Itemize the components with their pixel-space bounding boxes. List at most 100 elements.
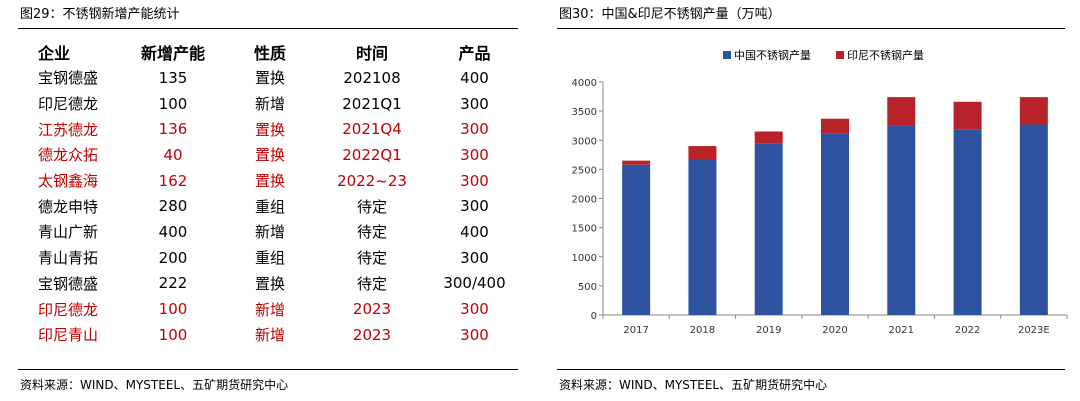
bar-china-2020: [821, 133, 849, 315]
cell-product: 400: [460, 222, 489, 241]
cell-time: 2023: [352, 300, 392, 319]
cell-new-capacity: 100: [158, 300, 188, 319]
cell-product: 300: [460, 300, 489, 319]
cell-time: 待定: [356, 223, 387, 242]
table-row: 太钢鑫海 162 置换 2022~23 300: [20, 168, 517, 194]
bar-china-2022: [953, 129, 982, 315]
legend-label-1: 印尼不锈钢产量: [847, 48, 924, 62]
cell-new-capacity: 100: [158, 325, 188, 344]
bar-indonesia-2022: [953, 101, 982, 130]
legend-swatch-0: [723, 51, 731, 59]
table-row: 宝钢德盛 135 置换 202108 400: [20, 65, 517, 91]
cell-nature: 新增: [254, 326, 285, 345]
cell-product: 400: [460, 68, 489, 87]
cell-time: 2021Q1: [342, 94, 402, 113]
cell-new-capacity: 280: [158, 197, 188, 216]
left-panel-title: 图29：不锈钢新增产能统计: [20, 7, 180, 22]
cell-product: 300: [460, 197, 489, 216]
cell-nature: 置换: [254, 69, 285, 88]
cell-nature: 新增: [254, 223, 285, 242]
cell-nature: 新增: [254, 95, 285, 114]
cell-company: 德龙申特: [38, 197, 99, 216]
bar-indonesia-2019: [754, 131, 783, 144]
bar-china-2018: [688, 159, 717, 315]
bar-china-2019: [754, 143, 783, 315]
cell-company: 宝钢德盛: [38, 274, 99, 293]
cell-company: 江苏德龙: [38, 120, 99, 139]
bar-china-2017: [622, 164, 651, 315]
header-nature: 性质: [253, 43, 286, 63]
cell-nature: 置换: [254, 146, 285, 165]
cell-nature: 置换: [254, 172, 285, 191]
right-source-rule: [557, 369, 1065, 370]
y-tick-label: 2000: [572, 195, 597, 206]
cell-nature: 置换: [254, 274, 285, 293]
table-row: 青山青拓 200 重组 待定 300: [20, 245, 517, 271]
cell-new-capacity: 222: [158, 274, 188, 293]
legend-label-0: 中国不锈钢产量: [734, 48, 811, 62]
x-tick-label: 2018: [690, 325, 715, 336]
bar-indonesia-2021: [887, 97, 916, 126]
table-row: 江苏德龙 136 置换 2021Q4 300: [20, 116, 517, 142]
y-tick-label: 0: [591, 311, 597, 322]
cell-new-capacity: 136: [158, 120, 188, 139]
x-tick-label: 2017: [623, 325, 648, 336]
header-time: 时间: [355, 43, 388, 63]
cell-nature: 置换: [254, 120, 285, 139]
bar-china-2023E: [1019, 124, 1048, 316]
cell-company: 德龙众拓: [38, 146, 99, 165]
cell-nature: 重组: [254, 197, 285, 216]
y-tick-label: 1000: [572, 253, 597, 264]
table-row: 青山广新 400 新增 待定 400: [20, 219, 517, 245]
header-company: 企业: [38, 43, 71, 63]
table-row: 印尼德龙 100 新增 2021Q1 300: [20, 91, 517, 117]
bar-china-2021: [887, 125, 916, 315]
bar-indonesia-2023E: [1019, 97, 1048, 125]
y-tick-label: 4000: [572, 78, 597, 89]
cell-product: 300: [460, 325, 489, 344]
cell-company: 印尼青山: [38, 326, 99, 345]
cell-nature: 新增: [254, 300, 285, 319]
left-title-rule: [18, 28, 518, 29]
cell-new-capacity: 162: [158, 171, 188, 190]
cell-time: 待定: [356, 197, 387, 216]
cell-company: 印尼德龙: [38, 300, 99, 319]
y-tick-label: 500: [578, 282, 597, 293]
table-row: 宝钢德盛 222 置换 待定 300/400: [20, 271, 517, 297]
cell-product: 300: [460, 145, 489, 164]
right-title-rule: [557, 28, 1065, 29]
cell-product: 300: [460, 120, 489, 139]
cell-company: 宝钢德盛: [38, 69, 99, 88]
y-tick-label: 1500: [572, 224, 597, 235]
table-header-row: 企业 新增产能 性质 时间 产品: [20, 38, 517, 65]
left-source-note: 资料来源：WIND、MYSTEEL、五矿期货研究中心: [20, 378, 289, 392]
capacity-table: 企业 新增产能 性质 时间 产品 宝钢德盛 135 置换 202108 400 印尼德龙 1…: [20, 38, 517, 348]
y-tick-label: 3500: [572, 107, 597, 118]
cell-company: 印尼德龙: [38, 95, 99, 114]
header-new-capacity: 新增产能: [140, 43, 205, 63]
cell-new-capacity: 100: [158, 94, 188, 113]
right-panel-title: 图30：中国&印尼不锈钢产量（万吨）: [559, 7, 781, 22]
cell-company: 青山青拓: [38, 249, 99, 268]
x-tick-label: 2019: [756, 325, 781, 336]
cell-time: 待定: [356, 274, 387, 293]
right-source-note: 资料来源：WIND、MYSTEEL、五矿期货研究中心: [559, 378, 828, 392]
cell-nature: 重组: [254, 249, 285, 268]
cell-new-capacity: 200: [158, 248, 188, 267]
cell-time: 2021Q4: [342, 120, 402, 139]
x-tick-label: 2021: [889, 325, 914, 336]
cell-new-capacity: 135: [158, 68, 188, 87]
cell-time: 2022~23: [337, 171, 407, 190]
cell-time: 2023: [352, 325, 392, 344]
cell-company: 青山广新: [38, 223, 99, 242]
x-tick-label: 2023E: [1018, 325, 1050, 336]
table-row: 印尼青山 100 新增 2023 300: [20, 322, 517, 348]
left-source-rule: [18, 369, 518, 370]
cell-product: 300: [460, 248, 489, 267]
cell-time: 202108: [343, 68, 401, 87]
cell-new-capacity: 40: [163, 145, 183, 164]
y-tick-label: 2500: [572, 165, 597, 176]
table-row: 德龙申特 280 重组 待定 300: [20, 193, 517, 219]
table-row: 印尼德龙 100 新增 2023 300: [20, 296, 517, 322]
y-tick-label: 3000: [572, 136, 597, 147]
